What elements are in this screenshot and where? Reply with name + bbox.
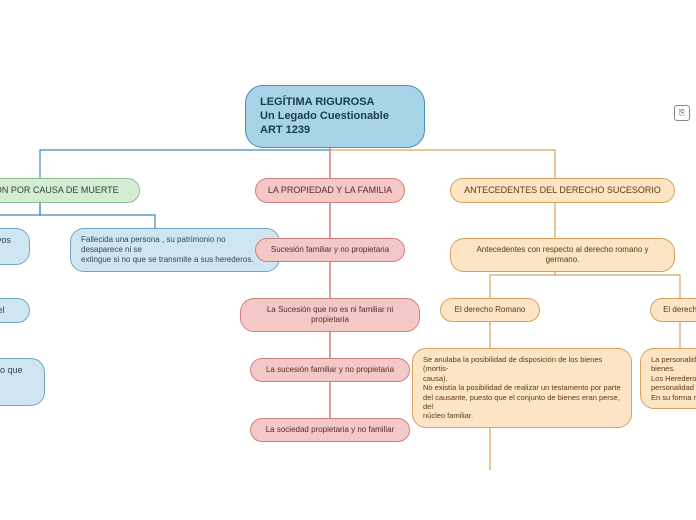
right-n2: El derecho Romano <box>440 298 540 322</box>
left-n2: Fallecida una persona , su patrimonio no… <box>70 228 280 272</box>
left-n4: gnatario si no que se egatario <box>0 358 45 406</box>
left-title: SUCESIÓN POR CAUSA DE MUERTE <box>0 178 140 203</box>
root-line3: ART 1239 <box>260 124 410 138</box>
center-title: LA PROPIEDAD Y LA FAMILIA <box>255 178 405 203</box>
center-n2: La Sucesión que no es ni familiar ni pro… <box>240 298 420 332</box>
root-line1: LEGÍTIMA RIGUROSA <box>260 96 410 110</box>
right-n5: La personalidad del causante o bienes. L… <box>640 348 696 409</box>
right-n1: Antecedentes con respecto al derecho rom… <box>450 238 675 272</box>
right-n4: Se anulaba la posibilidad de disposición… <box>412 348 632 428</box>
link-icon[interactable]: ⎘ <box>674 105 690 121</box>
center-n1: Sucesión familiar y no propietaria <box>255 238 405 262</box>
left-n3: legal sobre el <box>0 298 30 323</box>
right-n3: El derech <box>650 298 696 322</box>
right-title: ANTECEDENTES DEL DERECHO SUCESORIO <box>450 178 675 203</box>
root-line2: Un Legado Cuestionable <box>260 110 410 124</box>
left-n1: inio entre vivos la relación <box>0 228 30 265</box>
center-n4: La sociedad propietaria y no familiar <box>250 418 410 442</box>
center-n3: La sucesión familiar y no propietaria <box>250 358 410 382</box>
root-node: LEGÍTIMA RIGUROSA Un Legado Cuestionable… <box>245 85 425 148</box>
